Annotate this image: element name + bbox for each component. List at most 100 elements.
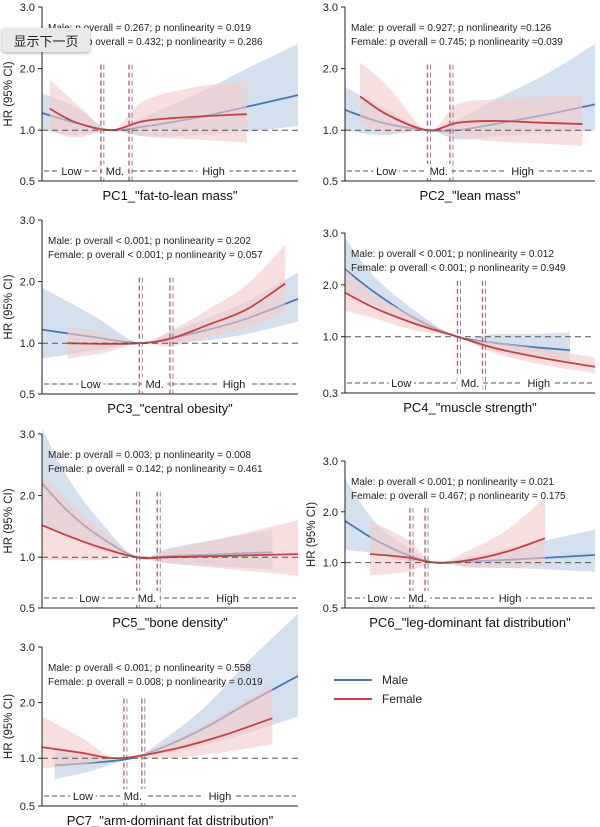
male-stats: Male: p overall < 0.001; p nonlinearity … <box>351 477 554 488</box>
female-line <box>369 537 546 564</box>
panel-title: PC3_"central obesity" <box>107 401 233 416</box>
female-line <box>41 717 273 760</box>
y-tick-label: 0.5 <box>323 603 338 615</box>
y-tick-label: 1.0 <box>323 558 338 570</box>
region-label-high: High <box>511 166 534 178</box>
region-label-bg <box>218 377 250 391</box>
female-ci-band <box>42 477 298 576</box>
region-label-bg <box>70 789 96 803</box>
male-stats: Male: p overall < 0.001; p nonlinearity … <box>351 249 554 260</box>
legend-male-label: Male <box>382 673 409 687</box>
y-tick-label: 1.0 <box>323 332 338 344</box>
female-ci-band <box>67 244 286 359</box>
y-tick-label: 1.0 <box>20 338 35 350</box>
female-stats: Female: p overall = 0.745; p nonlinearit… <box>351 37 563 48</box>
female-ci-band <box>42 683 273 769</box>
region-label-bg <box>373 164 399 178</box>
region-label-low: Low <box>376 166 396 178</box>
female-ci-band <box>370 497 545 576</box>
y-tick-label: 3.0 <box>323 228 338 240</box>
next-page-button[interactable]: 显示下一页 <box>2 28 90 52</box>
region-label-bg <box>388 376 414 390</box>
region-label-bg <box>522 376 555 390</box>
region-label-low: Low <box>391 378 411 390</box>
panel-6: 0.5 1.0 2.0 3.0 HR (95% CI) Low Md. High Male: p… <box>306 456 596 630</box>
y-tick-label: 0.5 <box>20 801 35 813</box>
y-tick-label: 1.0 <box>20 552 35 564</box>
female-line <box>359 95 583 132</box>
y-axis-label: HR (95% CI) <box>3 488 15 553</box>
legend-male-line <box>334 679 372 681</box>
y-tick-label: 2.0 <box>20 277 35 289</box>
legend-item-male: Male <box>334 673 408 687</box>
y-tick-label: 1.0 <box>20 125 35 137</box>
y-tick-label: 3.0 <box>323 456 338 468</box>
region-label-bg <box>58 164 85 178</box>
region-label-low: Low <box>79 593 99 605</box>
panel-title: PC2_"lean mass" <box>420 188 521 203</box>
y-tick-label: 0.5 <box>20 389 35 401</box>
region-label-md: Md. <box>408 593 426 605</box>
y-axis-label: HR (95% CI) <box>3 274 15 339</box>
region-label-high: High <box>202 166 225 178</box>
region-label-md: Md. <box>430 166 448 178</box>
male-stats: Male: p overall = 0.003; p nonlinearity … <box>48 450 251 461</box>
female-stats: Female: p overall = 0.008; p nonlinearit… <box>48 677 263 688</box>
panel-2: 0.5 1.0 2.0 3.0 Low Md. High Male: p overall = … <box>323 2 596 203</box>
region-label-low: Low <box>81 379 101 391</box>
y-tick-label: 0.5 <box>323 176 338 188</box>
region-label-bg <box>457 376 483 390</box>
region-label-bg <box>211 591 244 605</box>
male-stats: Male: p overall = 0.927; p nonlinearity … <box>351 23 552 34</box>
female-stats: Female: p overall = 0.142; p nonlinearit… <box>48 464 263 475</box>
y-axis-label: HR (95% CI) <box>3 61 15 126</box>
region-label-low: Low <box>73 791 93 803</box>
region-label-bg <box>426 164 452 178</box>
female-ci-band <box>49 79 247 143</box>
region-label-high: High <box>216 593 239 605</box>
female-stats: Female: p overall < 0.001; p nonlinearit… <box>48 250 263 261</box>
region-label-md: Md. <box>145 379 163 391</box>
region-label-high: High <box>499 593 522 605</box>
region-label-high: High <box>527 378 550 390</box>
region-label-md: Md. <box>106 166 124 178</box>
panel-3: 0.5 1.0 2.0 3.0 HR (95% CI) Low Md. High Male: p… <box>3 215 299 416</box>
region-label-md: Md. <box>461 378 479 390</box>
region-label-bg <box>506 164 539 178</box>
y-tick-label: 0.5 <box>20 176 35 188</box>
y-tick-label: 3.0 <box>20 215 35 227</box>
panel-title: PC4_"muscle strength" <box>403 400 537 415</box>
region-label-bg <box>141 377 168 391</box>
legend-female-label: Female <box>382 692 423 706</box>
y-tick-label: 1.0 <box>20 753 35 765</box>
male-stats: Male: p overall < 0.001; p nonlinearity … <box>48 236 251 247</box>
panel-title: PC6_"leg-dominant fat distribution" <box>369 615 571 630</box>
region-label-low: Low <box>367 593 387 605</box>
panel-5: 0.5 1.0 2.0 3.0 HR (95% CI) Low Md. High Male: p… <box>3 427 299 630</box>
region-label-bg <box>364 591 391 605</box>
y-tick-label: 3.0 <box>20 2 35 14</box>
female-line <box>49 107 247 132</box>
female-ci-band <box>360 62 583 147</box>
y-tick-label: 0.5 <box>20 603 35 615</box>
y-tick-label: 3.0 <box>323 2 338 14</box>
region-label-bg <box>102 164 128 178</box>
legend-female-line <box>334 698 372 700</box>
panel-title: PC1_"fat-to-lean mass" <box>103 188 238 203</box>
region-label-high: High <box>223 379 246 391</box>
region-label-bg <box>404 591 431 605</box>
region-label-bg <box>77 377 104 391</box>
female-stats: Female: p overall = 0.467; p nonlinearit… <box>351 491 566 502</box>
y-tick-label: 2.0 <box>20 491 35 503</box>
region-label-bg <box>203 789 236 803</box>
y-tick-label: 2.0 <box>20 64 35 76</box>
y-tick-label: 2.0 <box>323 280 338 292</box>
y-tick-label: 3.0 <box>20 429 35 441</box>
female-stats: Female: p overall < 0.001; p nonlinearit… <box>351 263 566 274</box>
panel-7: 0.5 1.0 2.0 3.0 HR (95% CI) Low Md. High Male: p… <box>3 613 299 827</box>
panel-4: 0.3 1.0 2.0 3.0 Low Md. High Male: p overall < … <box>323 228 596 415</box>
y-tick-label: 2.0 <box>20 698 35 710</box>
panel-title: PC5_"bone density" <box>112 615 228 630</box>
region-label-high: High <box>209 791 232 803</box>
